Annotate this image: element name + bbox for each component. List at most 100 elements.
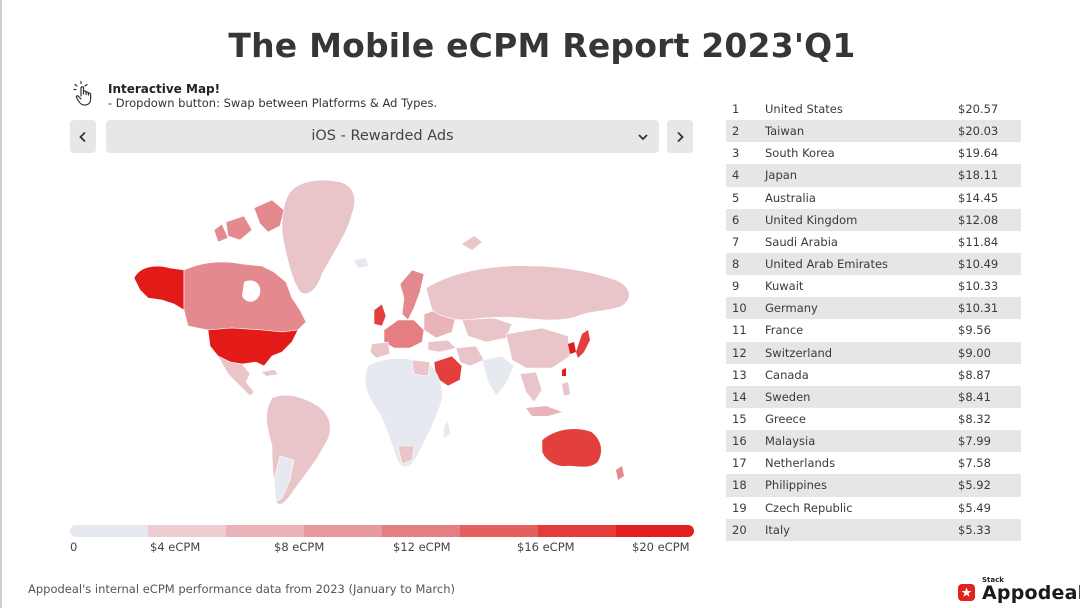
table-row: 6 United Kingdom $12.08 [726,208,1021,231]
table-row: 3 South Korea $19.64 [726,142,1021,164]
row-rank: 10 [732,301,747,316]
table-row: 4 Japan $18.11 [726,164,1021,187]
region-russia[interactable] [425,265,630,321]
row-country: Switzerland [765,345,833,360]
region-south-africa[interactable] [397,445,415,465]
legend-segment [616,525,694,537]
region-iran[interactable] [455,345,485,367]
chevron-right-icon [677,131,684,142]
region-southern-cone[interactable] [273,455,295,503]
dropdown-selected-value: iOS - Rewarded Ads [311,128,454,144]
table-row: 10 Germany $10.31 [726,297,1021,320]
row-country: Malaysia [765,434,816,449]
legend-labels: 0 $4 eCPM $8 eCPM $12 eCPM $16 eCPM $20 … [70,540,694,556]
table-row: 17 Netherlands $7.58 [726,452,1021,474]
legend-segment [70,525,148,537]
table-row: 16 Malaysia $7.99 [726,430,1021,453]
next-option-button[interactable] [667,120,693,153]
row-value: $9.56 [958,323,991,338]
legend-segment [460,525,538,537]
region-iceland[interactable] [354,258,368,268]
legend-segment [304,525,382,537]
region-canada-islands-3[interactable] [213,223,229,243]
region-north-africa[interactable] [411,359,431,377]
row-rank: 13 [732,367,747,382]
region-scandinavia[interactable] [399,269,425,321]
pointer-hand-icon [73,80,92,106]
row-value: $8.87 [958,367,991,382]
region-africa[interactable] [364,358,443,468]
row-rank: 15 [732,411,747,426]
row-country: Australia [765,190,816,205]
page-title: The Mobile eCPM Report 2023'Q1 [228,26,856,65]
row-value: $18.11 [958,168,999,183]
row-rank: 17 [732,456,747,471]
row-country: Canada [765,367,809,382]
region-alaska-tail[interactable] [129,297,149,311]
region-canada-islands[interactable] [253,199,285,233]
table-row: 14 Sweden $8.41 [726,385,1021,408]
ecpm-ranking-table: 1 United States $20.57 2 Taiwan $20.03 3 South … [726,98,1021,541]
previous-option-button[interactable] [70,120,96,153]
region-china[interactable] [505,327,571,369]
region-australia[interactable] [541,428,602,468]
region-taiwan[interactable] [562,368,566,376]
table-row: 2 Taiwan $20.03 [726,120,1021,143]
region-southeast-asia[interactable] [519,371,543,403]
interactive-hint: Interactive Map! - Dropdown button: Swap… [70,80,490,112]
region-indonesia[interactable] [526,406,562,416]
legend-label-20: $20 eCPM [632,540,690,554]
row-value: $5.92 [958,478,991,493]
region-madagascar[interactable] [444,422,450,438]
region-south-korea[interactable] [568,342,576,354]
row-country: United Arab Emirates [765,256,889,271]
row-rank: 6 [732,212,740,227]
row-rank: 7 [732,234,740,249]
hint-subtitle: - Dropdown button: Swap between Platform… [108,96,438,110]
world-choropleth-map[interactable] [122,170,642,515]
legend-segment [382,525,460,537]
region-alaska[interactable] [133,265,185,311]
row-value: $20.57 [958,102,999,116]
region-western-europe[interactable] [383,319,425,349]
appodeal-brand: Stack Appodeal [958,576,1080,606]
region-canada-islands-2[interactable] [225,215,253,241]
table-row: 19 Czech Republic $5.49 [726,497,1021,519]
region-india[interactable] [481,355,515,397]
region-united-kingdom[interactable] [373,303,387,327]
row-country: Italy [765,522,790,537]
table-row: 13 Canada $8.87 [726,364,1021,386]
table-row: 18 Philippines $5.92 [726,474,1021,497]
brand-name: Appodeal [982,582,1080,604]
row-country: Japan [765,168,798,183]
row-value: $7.99 [958,434,991,449]
row-value: $12.08 [958,212,999,227]
row-country: Netherlands [765,456,836,471]
row-country: France [765,323,804,338]
row-country: South Korea [765,146,835,161]
table-row: 15 Greece $8.32 [726,408,1021,430]
region-hudson-bay [242,280,261,302]
row-rank: 3 [732,146,740,161]
region-japan[interactable] [576,330,590,358]
legend-label-4: $4 eCPM [150,540,201,554]
row-country: Czech Republic [765,500,853,515]
region-greenland[interactable] [281,179,355,294]
row-country: Saudi Arabia [765,234,838,249]
region-new-zealand[interactable] [616,466,624,480]
data-source-note: Appodeal's internal eCPM performance dat… [28,582,456,596]
region-turkey[interactable] [427,339,457,353]
row-value: $7.58 [958,456,991,471]
row-value: $5.49 [958,500,991,515]
region-philippines[interactable] [562,382,570,396]
region-central-asia[interactable] [461,317,513,343]
region-iberia[interactable] [369,341,391,359]
region-caribbean[interactable] [262,370,278,376]
row-country: Kuwait [765,279,804,294]
region-mexico[interactable] [217,355,255,397]
region-russia-islands[interactable] [462,236,482,250]
platform-adtype-dropdown[interactable]: iOS - Rewarded Ads [106,120,659,153]
row-value: $9.00 [958,345,991,360]
row-value: $20.03 [958,124,999,139]
